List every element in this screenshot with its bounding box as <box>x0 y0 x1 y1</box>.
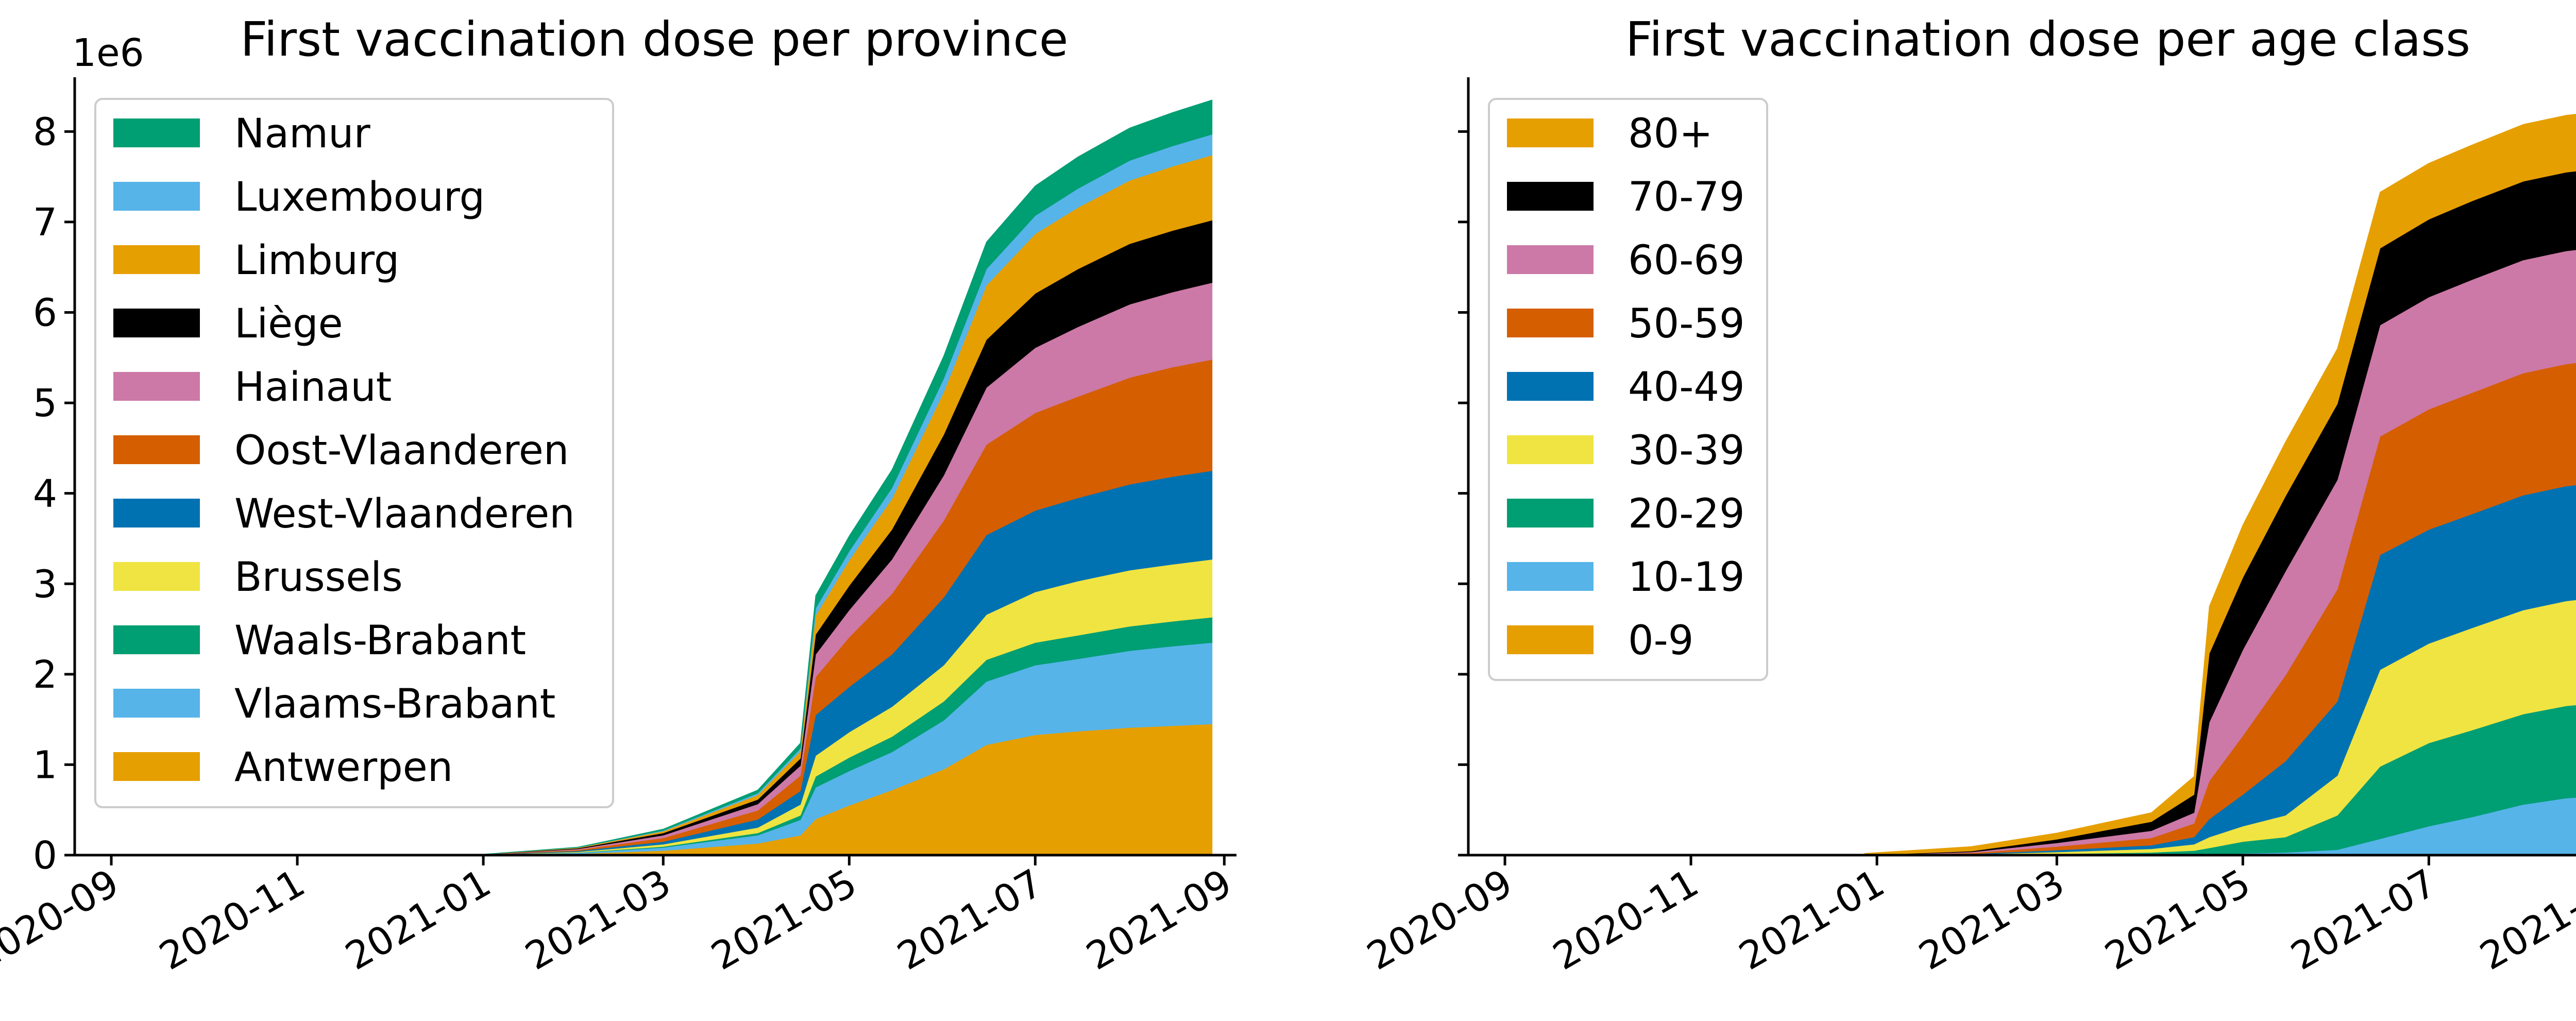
legend-swatch <box>1507 562 1594 591</box>
legend-label: 80+ <box>1628 111 1713 157</box>
x-tick-label: 2021-01 <box>338 861 498 979</box>
x-tick-label: 2020-11 <box>1546 861 1706 979</box>
legend-label: Antwerpen <box>234 744 453 791</box>
legend-label: Limburg <box>234 237 399 284</box>
y-tick-label: 3 <box>33 562 57 606</box>
legend-swatch <box>113 309 200 337</box>
y-tick-label: 2 <box>33 653 57 697</box>
x-tick-label: 2020-09 <box>1360 861 1520 979</box>
legend-label: Oost-Vlaanderen <box>234 428 569 474</box>
legend-swatch <box>113 372 200 401</box>
legend-swatch <box>113 118 200 147</box>
legend-swatch <box>113 245 200 274</box>
legend-label: Luxembourg <box>234 174 485 220</box>
legend-label: Vlaams-Brabant <box>234 681 555 727</box>
x-tick-label: 2020-11 <box>152 861 312 979</box>
legend-label: 70-79 <box>1628 174 1745 220</box>
x-tick-label: 2021-03 <box>1912 861 2072 979</box>
y-tick-label: 5 <box>33 381 57 426</box>
legend-swatch <box>1507 245 1594 274</box>
legend-swatch <box>1507 499 1594 527</box>
legend-swatch <box>1507 372 1594 401</box>
legend-swatch <box>1507 625 1594 654</box>
legend-swatch <box>1507 435 1594 464</box>
age-class-chart-title: First vaccination dose per age class <box>1625 12 2470 67</box>
x-tick-label: 2021-05 <box>704 861 865 979</box>
legend-label: Waals-Brabant <box>234 618 526 664</box>
x-tick-label: 2021-07 <box>890 861 1050 979</box>
province-chart-title: First vaccination dose per province <box>240 12 1068 67</box>
legend-swatch <box>1507 182 1594 211</box>
y-tick-label: 4 <box>33 472 57 516</box>
x-tick-label: 2021-09 <box>2473 861 2576 979</box>
y-tick-label: 6 <box>33 291 57 335</box>
legend-label: Liège <box>234 301 343 347</box>
y-scale-label: 1e6 <box>72 31 144 75</box>
y-tick-label: 8 <box>33 110 57 154</box>
legend-label: 40-49 <box>1628 364 1745 411</box>
legend-label: 60-69 <box>1628 237 1745 284</box>
legend-swatch <box>113 562 200 591</box>
x-tick-label: 2021-01 <box>1732 861 1892 979</box>
legend-swatch <box>113 499 200 527</box>
x-tick-label: 2021-05 <box>2098 861 2258 979</box>
x-tick-label: 2020-09 <box>0 861 126 979</box>
legend-label: Namur <box>234 111 371 157</box>
y-tick-label: 1 <box>33 743 57 787</box>
x-tick-label: 2021-03 <box>518 861 679 979</box>
legend-label: 20-29 <box>1628 491 1745 537</box>
legend-swatch <box>1507 118 1594 147</box>
legend-label: 50-59 <box>1628 301 1745 347</box>
legend-label: 0-9 <box>1628 618 1693 664</box>
legend-label: West-Vlaanderen <box>234 491 575 537</box>
province-chart-panel: First vaccination dose per province 1e6 … <box>0 12 1239 979</box>
legend-swatch <box>113 182 200 211</box>
y-tick-label: 0 <box>33 833 57 878</box>
x-tick-label: 2021-09 <box>1079 861 1240 979</box>
legend-label: Brussels <box>234 554 403 601</box>
age-class-chart-panel: First vaccination dose per age class 202… <box>1360 12 2576 979</box>
y-tick-label: 7 <box>33 200 57 245</box>
x-tick-label: 2021-07 <box>2284 861 2444 979</box>
legend-swatch <box>113 625 200 654</box>
legend-swatch <box>1507 309 1594 337</box>
legend-label: 10-19 <box>1628 554 1745 601</box>
legend-label: Hainaut <box>234 364 392 411</box>
legend-swatch <box>113 689 200 718</box>
legend-swatch <box>113 435 200 464</box>
legend-swatch <box>113 752 200 781</box>
legend-label: 30-39 <box>1628 428 1745 474</box>
